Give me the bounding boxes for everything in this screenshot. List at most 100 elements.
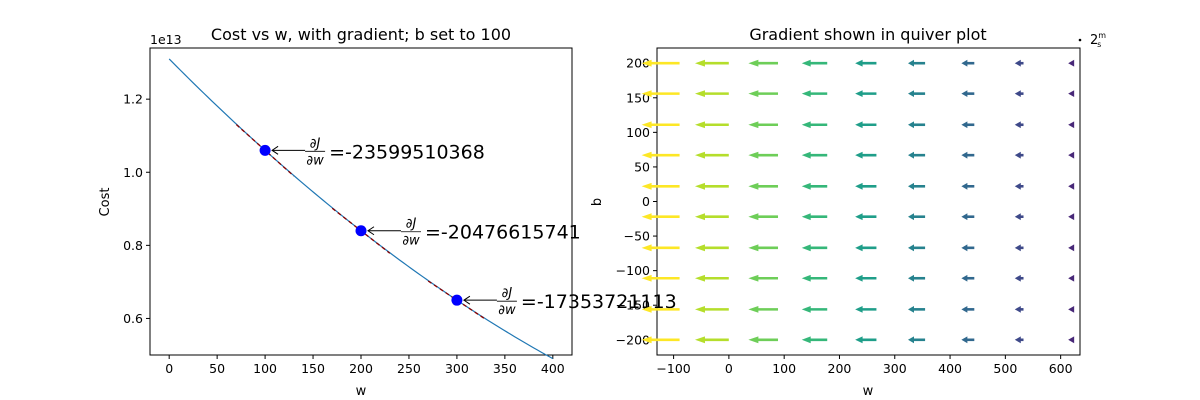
tangent-line [427,280,487,320]
right-plot-area [641,59,1075,344]
right-x-axis-label: w [863,384,874,399]
gradient-arrow-head [694,90,705,98]
derivative-value-label: =-23599510368 [329,141,485,163]
gradient-arrow-head [1014,59,1021,67]
gradient-arrow-head [748,182,759,190]
derivative-numerator: ∂J [310,136,321,151]
gradient-arrow-head [1014,213,1021,221]
gradient-arrow-head [855,274,863,282]
gradient-arrow-head [694,151,705,159]
left-y-axis-label: Cost [98,188,113,217]
gradient-arrow-head [694,121,705,129]
quiver-key-dot [1078,38,1082,42]
right-y-tick-label: 100 [626,125,650,140]
gradient-arrow-head [748,213,759,221]
annotation-arrowhead [271,145,279,155]
gradient-arrow-head [801,274,811,282]
right-y-axis-label: b [590,198,605,206]
gradient-arrow-head [641,182,652,190]
left-y-ticks: 0.6 0.8 1.0 1.2 [123,92,150,326]
gradient-arrow-head [801,336,811,344]
gradient-arrow-head [855,336,863,344]
gradient-arrow-head [801,90,811,98]
gradient-arrow-head [1014,182,1021,190]
gradient-arrow-head [694,213,705,221]
right-x-tick-label: 400 [938,361,962,376]
right-x-tick-label: 600 [1049,361,1073,376]
left-x-axis-label: w [356,384,367,399]
gradient-arrow-head [801,59,811,67]
gradient-arrow-head [961,121,968,129]
gradient-arrow-head [961,213,968,221]
gradient-arrow-head [748,274,759,282]
annotation-arrowhead [367,226,375,236]
gradient-arrow-head [801,121,811,129]
gradient-arrow-head [961,151,968,159]
right-y-tick-label: −100 [616,263,650,278]
gradient-arrow-head [1068,182,1075,190]
gradient-arrow-head [907,59,914,67]
gradient-arrow-head [1068,59,1075,67]
gradient-arrow-head [907,274,914,282]
cost-point [451,294,463,306]
gradient-arrow-head [641,90,652,98]
gradient-arrow-head [1068,121,1075,129]
derivative-value-label: =-17353721113 [521,291,677,313]
cost-curve [168,58,554,360]
right-x-tick-label: 100 [772,361,796,376]
gradient-arrow-head [1068,305,1075,313]
gradient-arrow-head [641,121,652,129]
right-x-tick-label: −100 [656,361,690,376]
gradient-arrow-head [1014,151,1021,159]
right-y-tick-label: 50 [634,159,650,174]
left-x-tick-label: 400 [541,361,565,376]
gradient-arrow-head [907,213,914,221]
left-y-tick-label: 1.0 [123,165,143,180]
derivative-value-label: =-20476615741 [425,222,581,244]
gradient-arrow-head [907,151,914,159]
gradient-arrow-head [855,121,863,129]
gradient-arrow-head [907,244,914,252]
gradient-arrow-head [961,59,968,67]
gradient-arrow-head [1068,244,1075,252]
gradient-arrow-head [694,305,705,313]
right-y-tick-label: −200 [616,332,650,347]
quiver-key: 2m s [1078,31,1106,49]
gradient-arrow-head [641,274,652,282]
derivative-denominator: ∂w [402,234,420,249]
left-x-ticks: 0 50 100 150 200 250 300 350 400 [165,355,565,376]
gradient-arrow-head [1014,274,1021,282]
derivative-denominator: ∂w [498,303,516,318]
left-offset-label: 1e13 [150,32,182,47]
gradient-arrow-head [801,182,811,190]
gradient-arrow-head [748,151,759,159]
gradient-arrow-head [1068,213,1075,221]
gradient-arrow-head [748,59,759,67]
gradient-arrow-head [748,121,759,129]
right-y-tick-label: −150 [616,298,650,313]
right-y-tick-label: 200 [626,56,650,71]
gradient-arrow-head [748,244,759,252]
gradient-arrow-head [855,244,863,252]
left-chart-title: Cost vs w, with gradient; b set to 100 [211,25,511,44]
gradient-arrow-head [855,59,863,67]
derivative-numerator: ∂J [502,286,513,301]
gradient-arrow-head [801,305,811,313]
left-x-tick-label: 200 [349,361,373,376]
gradient-arrow-head [907,121,914,129]
right-x-tick-label: 500 [993,361,1017,376]
left-plot-area: ∂J ∂w =-23599510368 ∂J ∂w =-20476615741 ∂J ∂w =-… [168,58,677,360]
gradient-arrow-head [694,336,705,344]
gradient-arrow-head [961,336,968,344]
gradient-arrow-head [907,305,914,313]
gradient-arrow-head [748,305,759,313]
gradient-arrow-head [641,336,652,344]
gradient-arrow-head [855,151,863,159]
right-x-ticks: −100 0 100 200 300 400 500 600 [656,355,1073,376]
gradient-arrow-head [907,90,914,98]
right-x-tick-label: 200 [828,361,852,376]
right-x-tick-label: 300 [883,361,907,376]
gradient-arrow-head [907,336,914,344]
